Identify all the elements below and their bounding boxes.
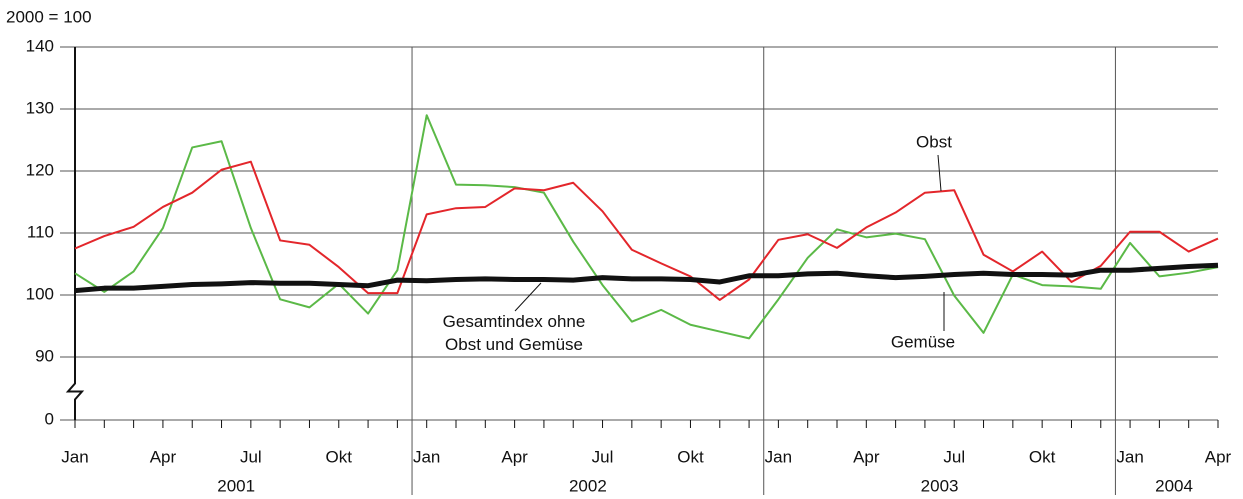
x-tick-label: Apr [150, 447, 177, 466]
x-tick-label: Jan [61, 447, 88, 466]
series-line [74, 160, 1219, 301]
x-tick-label: Okt [1029, 447, 1056, 466]
y-tick-label: 100 [26, 284, 54, 303]
series-label: Gemüse [891, 332, 955, 351]
y-axis-label: 2000 = 100 [6, 7, 92, 26]
year-label: 2003 [921, 476, 959, 495]
y-tick-label: 110 [27, 222, 54, 241]
x-tick-label: Jan [1116, 447, 1143, 466]
series-line [74, 114, 1219, 340]
year-label: 2001 [217, 476, 255, 495]
x-tick-label: Apr [501, 447, 528, 466]
series-label: Gesamtindex ohne Obst und Gemüse [442, 312, 586, 354]
y-tick-label: 130 [26, 98, 54, 117]
leader-line [937, 154, 942, 192]
x-tick-label: Jul [240, 447, 262, 466]
y-axis [65, 47, 85, 420]
year-label: 2004 [1155, 476, 1193, 495]
leader-line [514, 282, 542, 312]
x-tick-label: Jan [765, 447, 792, 466]
x-tick-label: Okt [326, 447, 353, 466]
y-tick-label: 140 [26, 36, 54, 55]
x-tick-label: Jan [413, 447, 440, 466]
x-tick-label: Jul [592, 447, 614, 466]
x-tick-label: Jul [943, 447, 965, 466]
series-line [74, 262, 1219, 294]
year-label: 2002 [569, 476, 607, 495]
x-tick-label: Apr [853, 447, 880, 466]
x-tick-label: Okt [677, 447, 704, 466]
y-tick-label: 90 [35, 346, 54, 365]
y-tick-label: 120 [26, 160, 54, 179]
y-tick-label: 0 [45, 409, 54, 428]
series-label: Obst [916, 132, 952, 151]
x-tick-label: Apr [1205, 447, 1232, 466]
